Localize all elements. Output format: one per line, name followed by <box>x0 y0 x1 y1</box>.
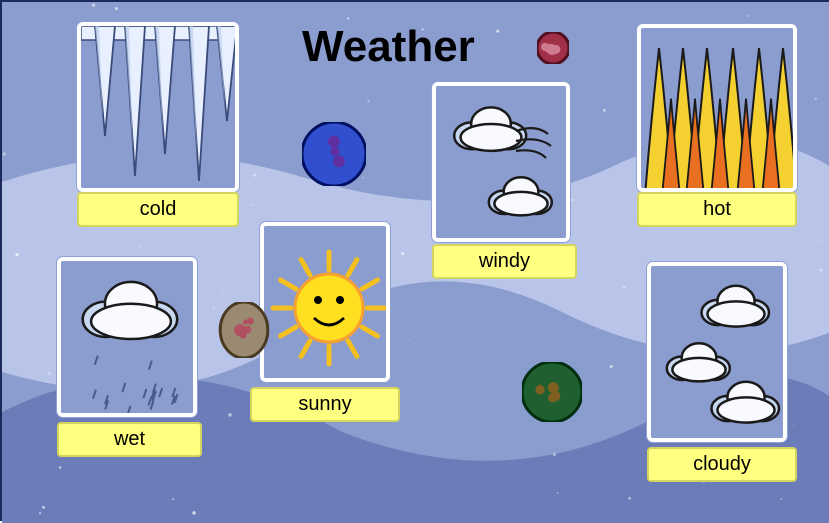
weather-label-cold[interactable]: cold <box>77 192 239 227</box>
weather-card-cold[interactable] <box>77 22 239 192</box>
weather-card-wet[interactable] <box>57 257 197 417</box>
weather-label-wet[interactable]: wet <box>57 422 202 457</box>
weather-label-sunny[interactable]: sunny <box>250 387 400 422</box>
weather-card-cloudy[interactable] <box>647 262 787 442</box>
planet-maroon <box>537 32 569 69</box>
weather-stage: Weather cold hot windy <box>0 0 829 521</box>
weather-label-hot[interactable]: hot <box>637 192 797 227</box>
planet-brown <box>216 302 272 363</box>
weather-label-cloudy[interactable]: cloudy <box>647 447 797 482</box>
weather-card-sunny[interactable] <box>260 222 390 382</box>
weather-card-windy[interactable] <box>432 82 570 242</box>
weather-card-hot[interactable] <box>637 24 797 192</box>
page-title: Weather <box>302 22 475 72</box>
planet-blue <box>302 122 366 191</box>
weather-label-windy[interactable]: windy <box>432 244 577 279</box>
planet-green <box>522 362 582 427</box>
